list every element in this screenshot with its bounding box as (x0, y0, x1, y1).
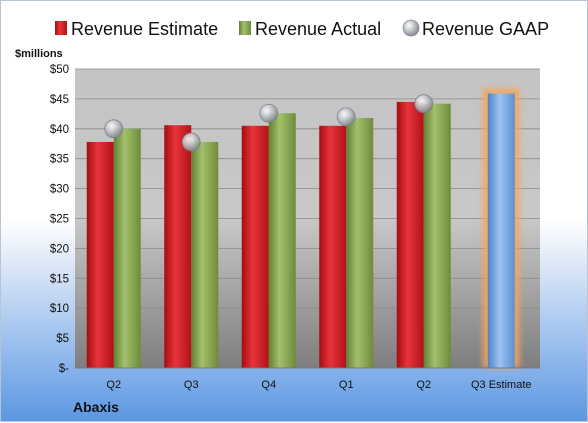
bar-revenue-estimate (319, 125, 347, 368)
gridlines (75, 68, 540, 339)
bar-revenue-actual (423, 103, 451, 369)
bars (86, 88, 520, 369)
bar-revenue-estimate (86, 141, 114, 368)
y-tick-label: $35 (50, 154, 69, 166)
marker-revenue-gaap (104, 119, 124, 139)
legend-label-gaap: Revenue GAAP (422, 19, 549, 39)
x-tick-label: Q4 (261, 379, 276, 391)
bar-revenue-actual (191, 141, 219, 368)
x-tick-label: Q1 (339, 379, 354, 391)
y-tick-label: $5 (56, 333, 69, 345)
legend-label-estimate: Revenue Estimate (71, 19, 218, 39)
company-name: Abaxis (73, 399, 119, 415)
legend-swatch-estimate (55, 21, 67, 35)
legend-swatch-actual (239, 21, 251, 35)
marker-revenue-gaap (181, 132, 201, 152)
y-axis-ticks: $- $5 $10 $15 $20 $25 $30 $35 $40 $45 $50 (50, 64, 69, 375)
bar-revenue-projected (487, 93, 515, 368)
gaap-markers (104, 94, 434, 152)
y-tick-label: $10 (50, 303, 69, 315)
legend-marker-gaap (402, 19, 420, 37)
x-axis-ticks: Q2 Q3 Q4 Q1 Q2 Q3 Estimate (106, 379, 531, 391)
y-tick-label: $20 (50, 243, 69, 255)
marker-revenue-gaap (259, 103, 279, 123)
bar-revenue-estimate (396, 101, 424, 368)
bar-revenue-actual (268, 113, 296, 368)
bar-revenue-actual (113, 128, 141, 368)
y-tick-label: $25 (50, 214, 69, 226)
x-tick-label: Q3 (184, 379, 199, 391)
marker-revenue-gaap (414, 94, 434, 114)
bar-revenue-estimate (164, 125, 192, 368)
x-tick-label: Q3 Estimate (471, 379, 532, 391)
bar-revenue-actual (346, 118, 374, 368)
y-tick-label: $- (59, 363, 69, 375)
bar-revenue-estimate (241, 125, 269, 368)
x-tick-label: Q2 (416, 379, 431, 391)
y-tick-label: $15 (50, 273, 69, 285)
y-tick-label: $50 (50, 64, 69, 76)
y-tick-label: $45 (50, 94, 69, 106)
y-tick-label: $40 (50, 124, 69, 136)
y-tick-label: $30 (50, 184, 69, 196)
legend-label-actual: Revenue Actual (255, 19, 381, 39)
x-tick-label: Q2 (106, 379, 121, 391)
unit-label: $millions (15, 48, 63, 60)
marker-revenue-gaap (336, 107, 356, 127)
